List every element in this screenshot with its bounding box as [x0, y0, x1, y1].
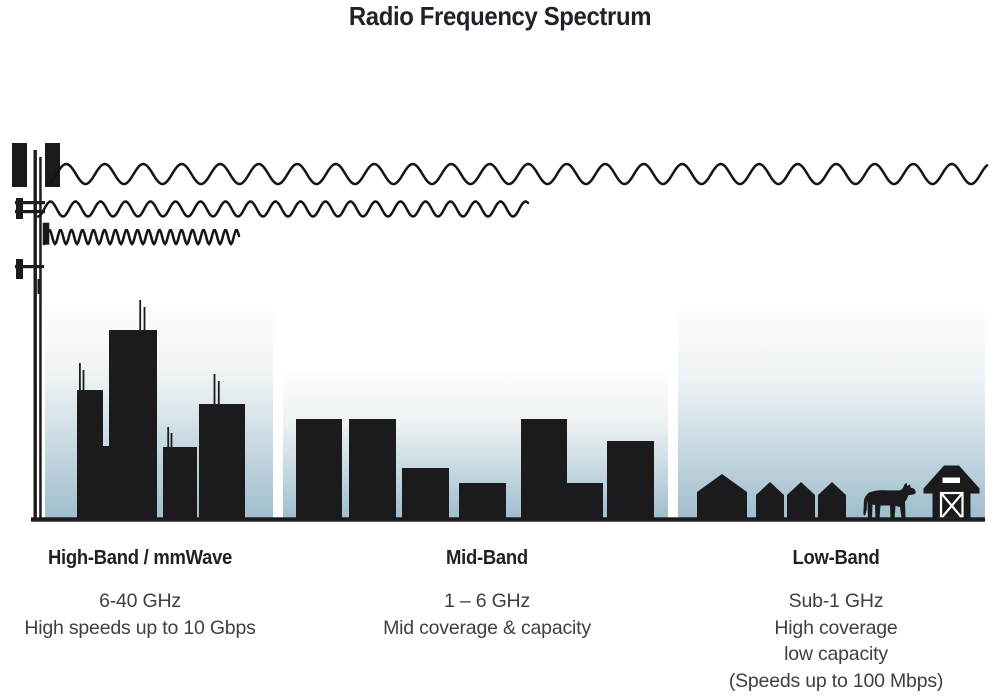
low-building	[102, 446, 110, 518]
antenna-spike	[143, 307, 146, 331]
building	[349, 419, 396, 518]
low-band-description: High coverage	[774, 616, 898, 639]
tower-mast	[39, 157, 42, 518]
house-icon	[787, 482, 815, 520]
mid-band-frequency: 1 – 6 GHz	[444, 590, 530, 612]
tower-mast	[33, 150, 37, 518]
antenna-spike	[217, 381, 220, 405]
house-icon	[756, 482, 784, 520]
antenna-spike	[79, 363, 81, 391]
long-wavelength-wave-icon	[45, 162, 989, 186]
house-icon	[697, 474, 747, 520]
page-title: Radio Frequency Spectrum	[348, 1, 652, 31]
low-band-heading: Low-Band	[792, 546, 880, 569]
antenna-panel-icon	[16, 198, 23, 219]
building	[296, 419, 342, 518]
mid-band-heading: Mid-Band	[446, 546, 528, 569]
city-skyline-silhouette	[77, 300, 245, 518]
low-band-speed-note: (Speeds up to 100 Mbps)	[728, 669, 944, 692]
antenna-spike	[213, 374, 216, 405]
building	[521, 419, 567, 518]
building	[567, 483, 603, 518]
skyscraper	[77, 390, 103, 518]
barn-window	[942, 477, 960, 483]
antenna-crossbar	[15, 265, 44, 269]
antenna-spike	[82, 370, 85, 391]
radio-waves	[36, 162, 989, 246]
house-icon	[818, 482, 846, 520]
skyscraper	[109, 330, 157, 518]
antenna-spike	[167, 427, 170, 448]
antenna-stub	[37, 279, 42, 294]
barn-door	[939, 491, 964, 520]
low-band-label: Low-Band Sub-1 GHz High coverage low cap…	[711, 546, 961, 694]
skyscraper	[199, 404, 245, 518]
high-band-heading: High-Band / mmWave	[47, 546, 233, 569]
antenna-spike	[139, 300, 142, 331]
antenna-crossbar	[15, 210, 45, 214]
antenna-spike	[170, 433, 173, 448]
building	[459, 483, 506, 518]
building	[607, 441, 654, 518]
ground-line	[31, 517, 985, 522]
short-wavelength-wave-icon	[42, 229, 241, 246]
antenna-panel-icon	[42, 222, 50, 245]
low-band-frequency: Sub-1 GHz	[788, 590, 884, 612]
low-band-description: low capacity	[784, 643, 888, 665]
antenna-crossbar	[15, 201, 45, 205]
antenna-panel-icon	[16, 259, 23, 279]
mid-band-label: Mid-Band 1 – 6 GHz Mid coverage & capaci…	[362, 546, 612, 641]
mid-band-description: Mid coverage & capacity	[383, 616, 591, 639]
barn-icon	[923, 465, 980, 520]
rural-scene-silhouette	[697, 465, 980, 520]
building	[402, 468, 449, 518]
mid-rise-buildings-silhouette	[296, 419, 654, 518]
high-band-frequency: 6-40 GHz	[99, 590, 181, 612]
cow-icon	[863, 482, 916, 519]
high-band-description: High speeds up to 10 Gbps	[24, 616, 256, 639]
medium-wavelength-wave-icon	[36, 200, 530, 218]
skyscraper	[163, 447, 197, 518]
antenna-panel-icon	[12, 143, 27, 187]
high-band-label: High-Band / mmWave 6-40 GHz High speeds …	[15, 546, 265, 641]
